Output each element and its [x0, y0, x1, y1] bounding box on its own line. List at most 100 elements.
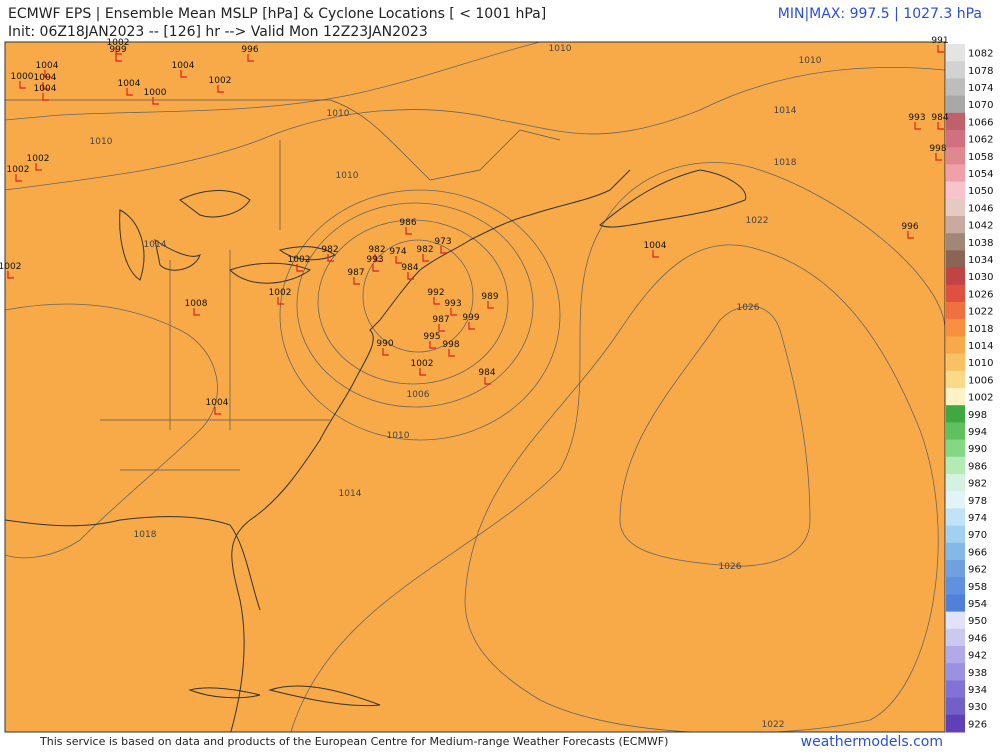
low-marker [15, 174, 22, 182]
low-marker [42, 82, 49, 90]
cyclone-label: 1002 [27, 154, 50, 164]
cyclone-label: 998 [929, 144, 946, 154]
colorbar-label: 958 [968, 582, 987, 593]
low-marker [247, 54, 254, 62]
colorbar-label: 974 [968, 513, 987, 524]
colorbar-label: 982 [968, 479, 987, 490]
colorbar-label: 1002 [968, 393, 993, 404]
colorbar-swatch [946, 611, 965, 630]
colorbar-swatch [946, 370, 965, 389]
colorbar-swatch [946, 388, 965, 406]
colorbar-swatch [946, 44, 965, 62]
cyclone-label: 995 [423, 332, 440, 342]
low-marker [180, 70, 187, 78]
cyclone-label: 987 [347, 268, 364, 278]
low-marker [419, 368, 426, 376]
colorbar-swatch [946, 456, 965, 475]
low-marker [448, 349, 455, 357]
contour-label: 1010 [799, 56, 822, 66]
low-marker [395, 256, 402, 264]
colorbar-swatch [946, 405, 965, 423]
cyclone-label: 1004 [206, 398, 229, 408]
cyclone-label: 999 [109, 45, 126, 55]
low-marker [353, 277, 360, 285]
cyclone-label: 993 [908, 113, 925, 123]
low-marker [429, 341, 436, 349]
cyclone-label: 998 [442, 340, 459, 350]
cyclone-label: 1002 [288, 255, 311, 265]
low-marker [382, 348, 389, 356]
low-marker [115, 54, 122, 62]
colorbar-label: 994 [968, 427, 987, 438]
colorbar-swatch [946, 112, 965, 131]
cyclone-label: 1004 [118, 79, 141, 89]
colorbar-label: 1062 [968, 135, 993, 146]
contour-label: 1014 [144, 240, 167, 250]
init-line: Init: 06Z18JAN2023 -- [126] hr --> Valid… [8, 24, 428, 40]
colorbar-label: 1010 [968, 358, 993, 369]
low-marker [433, 297, 440, 305]
colorbar-label: 1078 [968, 66, 993, 77]
cyclone-label: 1004 [644, 241, 667, 251]
colorbar-swatch [946, 577, 965, 595]
colorbar-swatch [946, 164, 965, 183]
colorbar-label: 998 [968, 410, 987, 421]
cyclone-label: 1002 [7, 165, 30, 175]
colorbar-label: 1058 [968, 152, 993, 163]
colorbar-swatch [946, 560, 965, 578]
low-marker [652, 250, 659, 258]
colorbar-label: 1046 [968, 203, 993, 214]
colorbar-label: 1042 [968, 221, 993, 232]
colorbar-swatch [946, 267, 965, 286]
colorbar-label: 1050 [968, 186, 993, 197]
colorbar-label: 1066 [968, 117, 993, 128]
colorbar-label: 938 [968, 668, 987, 679]
colorbar-label: 934 [968, 685, 987, 696]
cyclone-label: 996 [901, 222, 918, 232]
colorbar-label: 930 [968, 702, 987, 713]
colorbar-swatch [946, 95, 965, 114]
colorbar-swatch [946, 491, 965, 509]
colorbar-swatch [946, 663, 965, 681]
credit: This service is based on data and produc… [39, 735, 668, 748]
colorbar-swatch [946, 216, 965, 234]
colorbar-label: 1018 [968, 324, 993, 335]
title: ECMWF EPS | Ensemble Mean MSLP [hPa] & C… [8, 6, 546, 22]
colorbar-swatch [946, 284, 965, 303]
cyclone-label: 984 [931, 113, 948, 123]
cyclone-label: 1000 [144, 88, 167, 98]
contour-label: 1018 [134, 530, 157, 540]
low-marker [7, 271, 14, 279]
cyclone-label: 996 [241, 45, 258, 55]
colorbar-swatch [946, 233, 965, 251]
cyclone-label: 1004 [172, 61, 195, 71]
low-marker [327, 254, 334, 262]
contour-label: 1010 [549, 44, 572, 54]
colorbar-swatch [946, 336, 965, 355]
colorbar-swatch [946, 542, 965, 561]
colorbar-label: 1070 [968, 100, 993, 111]
colorbar-label: 990 [968, 444, 987, 455]
low-marker [484, 377, 491, 385]
contour-label: 1018 [774, 158, 797, 168]
site-link[interactable]: weathermodels.com [801, 734, 943, 750]
low-marker [405, 227, 412, 235]
cyclone-label: 1008 [185, 299, 208, 309]
colorbar-label: 970 [968, 530, 987, 541]
cyclone-label: 1000 [11, 72, 34, 82]
low-marker [42, 93, 49, 101]
cyclone-label: 992 [427, 288, 444, 298]
colorbar-label: 1030 [968, 272, 993, 283]
colorbar-swatch [946, 198, 965, 217]
low-marker [914, 122, 921, 130]
colorbar-swatch [946, 302, 965, 320]
low-marker [372, 264, 379, 272]
cyclone-label: 987 [432, 315, 449, 325]
contour-label: 1010 [387, 431, 410, 441]
colorbar-label: 1034 [968, 255, 993, 266]
colorbar-swatch [946, 422, 965, 441]
contour-label: 1022 [762, 720, 785, 730]
cyclone-label: 984 [401, 263, 418, 273]
colorbar-label: 1038 [968, 238, 993, 249]
